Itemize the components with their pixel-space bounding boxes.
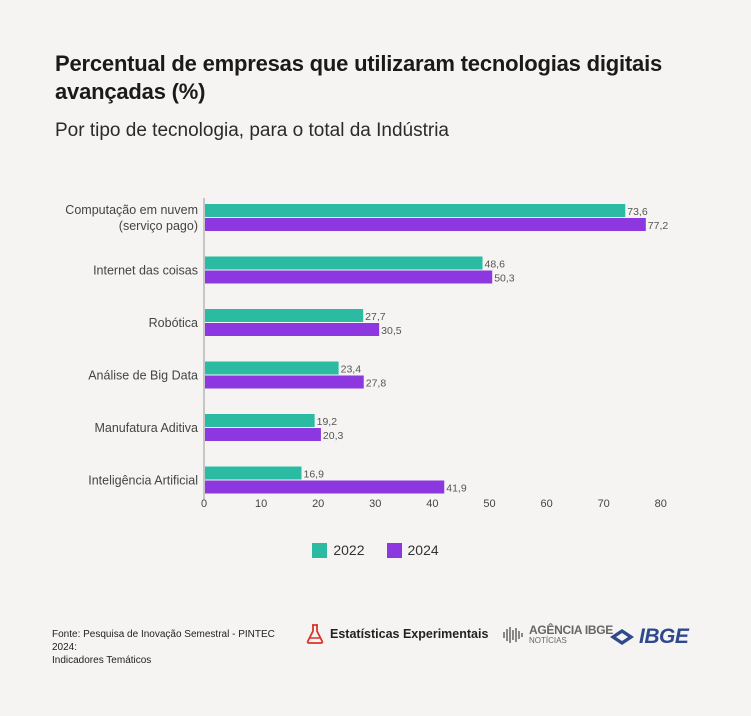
x-tick-label: 50 — [483, 498, 495, 510]
data-label-2024: 20,3 — [323, 430, 344, 442]
x-tick-label: 60 — [540, 498, 552, 510]
x-tick-label: 10 — [255, 498, 267, 510]
category-label: Inteligência Artificial — [88, 474, 198, 488]
category-label-line: Robótica — [149, 316, 198, 330]
x-tick-label: 80 — [655, 498, 667, 510]
category-label-line: Inteligência Artificial — [88, 474, 198, 488]
bar-2024 — [205, 270, 493, 284]
source-line-1: Fonte: Pesquisa de Inovação Semestral - … — [52, 629, 275, 653]
source-line-2: Indicadores Temáticos — [52, 655, 152, 666]
legend-item-2024: 2024 — [386, 542, 439, 558]
ibge-diamond-icon — [610, 629, 634, 645]
bar-2024 — [205, 218, 646, 231]
source-note: Fonte: Pesquisa de Inovação Semestral - … — [52, 628, 302, 667]
bar-2024 — [205, 375, 364, 389]
bar-2022 — [205, 309, 364, 322]
bar-2024 — [205, 323, 380, 336]
bar-2022 — [205, 256, 483, 270]
legend: 2022 2024 — [0, 542, 751, 558]
legend-item-2022: 2022 — [312, 542, 365, 558]
data-label-2022: 27,7 — [365, 311, 386, 323]
agencia-line-1: AGÊNCIA IBGE — [529, 623, 613, 637]
category-label-line: (serviço pago) — [119, 219, 198, 233]
data-label-2024: 30,5 — [381, 325, 402, 337]
bar-2022 — [205, 466, 302, 480]
ibge-logo: IBGE — [609, 625, 689, 649]
legend-label-2022: 2022 — [333, 542, 365, 558]
category-label: Robótica — [149, 316, 198, 330]
legend-swatch-2022 — [312, 542, 328, 558]
chart-title: Percentual de empresas que utilizaram te… — [55, 51, 663, 104]
data-label-2022: 48,6 — [485, 259, 506, 271]
category-label-line: Análise de Big Data — [88, 369, 198, 383]
category-label: Internet das coisas — [93, 264, 198, 278]
data-label-2022: 16,9 — [303, 469, 324, 481]
bar-2022 — [205, 361, 339, 375]
data-label-2022: 73,6 — [627, 206, 648, 218]
x-tick-label: 0 — [201, 498, 207, 510]
agencia-line-2: NOTÍCIAS — [529, 636, 567, 645]
x-tick-label: 40 — [426, 498, 438, 510]
bar-chart: Computação em nuvem (serviço pago) 73,677,… — [65, 198, 669, 510]
data-label-2024: 27,8 — [366, 378, 387, 390]
bar-2022 — [205, 414, 315, 427]
x-tick-label: 30 — [369, 498, 381, 510]
legend-label-2024: 2024 — [407, 542, 439, 558]
category-label: Computação em nuvem (serviço pago) — [65, 203, 198, 233]
legend-swatch-2024 — [386, 542, 402, 558]
data-label-2024: 41,9 — [446, 483, 467, 495]
category-label-line: Manufatura Aditiva — [94, 421, 198, 435]
data-label-2022: 23,4 — [341, 364, 362, 376]
bar-2022 — [205, 204, 626, 217]
data-label-2024: 77,2 — [648, 220, 669, 232]
bar-2024 — [205, 480, 445, 494]
bar-2024 — [205, 428, 321, 441]
category-label-line: Internet das coisas — [93, 264, 198, 278]
category-label-line: Computação em nuvem — [65, 203, 198, 217]
ibge-label: IBGE — [639, 625, 689, 648]
data-label-2024: 50,3 — [494, 273, 515, 285]
category-label: Análise de Big Data — [88, 369, 198, 383]
category-label: Manufatura Aditiva — [94, 421, 198, 435]
x-tick-label: 70 — [598, 498, 610, 510]
barcode-icon — [503, 626, 523, 643]
flask-icon — [306, 624, 324, 644]
ee-label: Estatísticas Experimentais — [330, 627, 489, 641]
estatisticas-experimentais-logo: Estatísticas Experimentais — [306, 624, 488, 644]
agencia-ibge-logo: AGÊNCIA IBGE NOTÍCIAS — [503, 624, 613, 645]
chart-subtitle: Por tipo de tecnologia, para o total da … — [55, 120, 449, 141]
x-tick-label: 20 — [312, 498, 324, 510]
data-label-2022: 19,2 — [317, 416, 338, 428]
